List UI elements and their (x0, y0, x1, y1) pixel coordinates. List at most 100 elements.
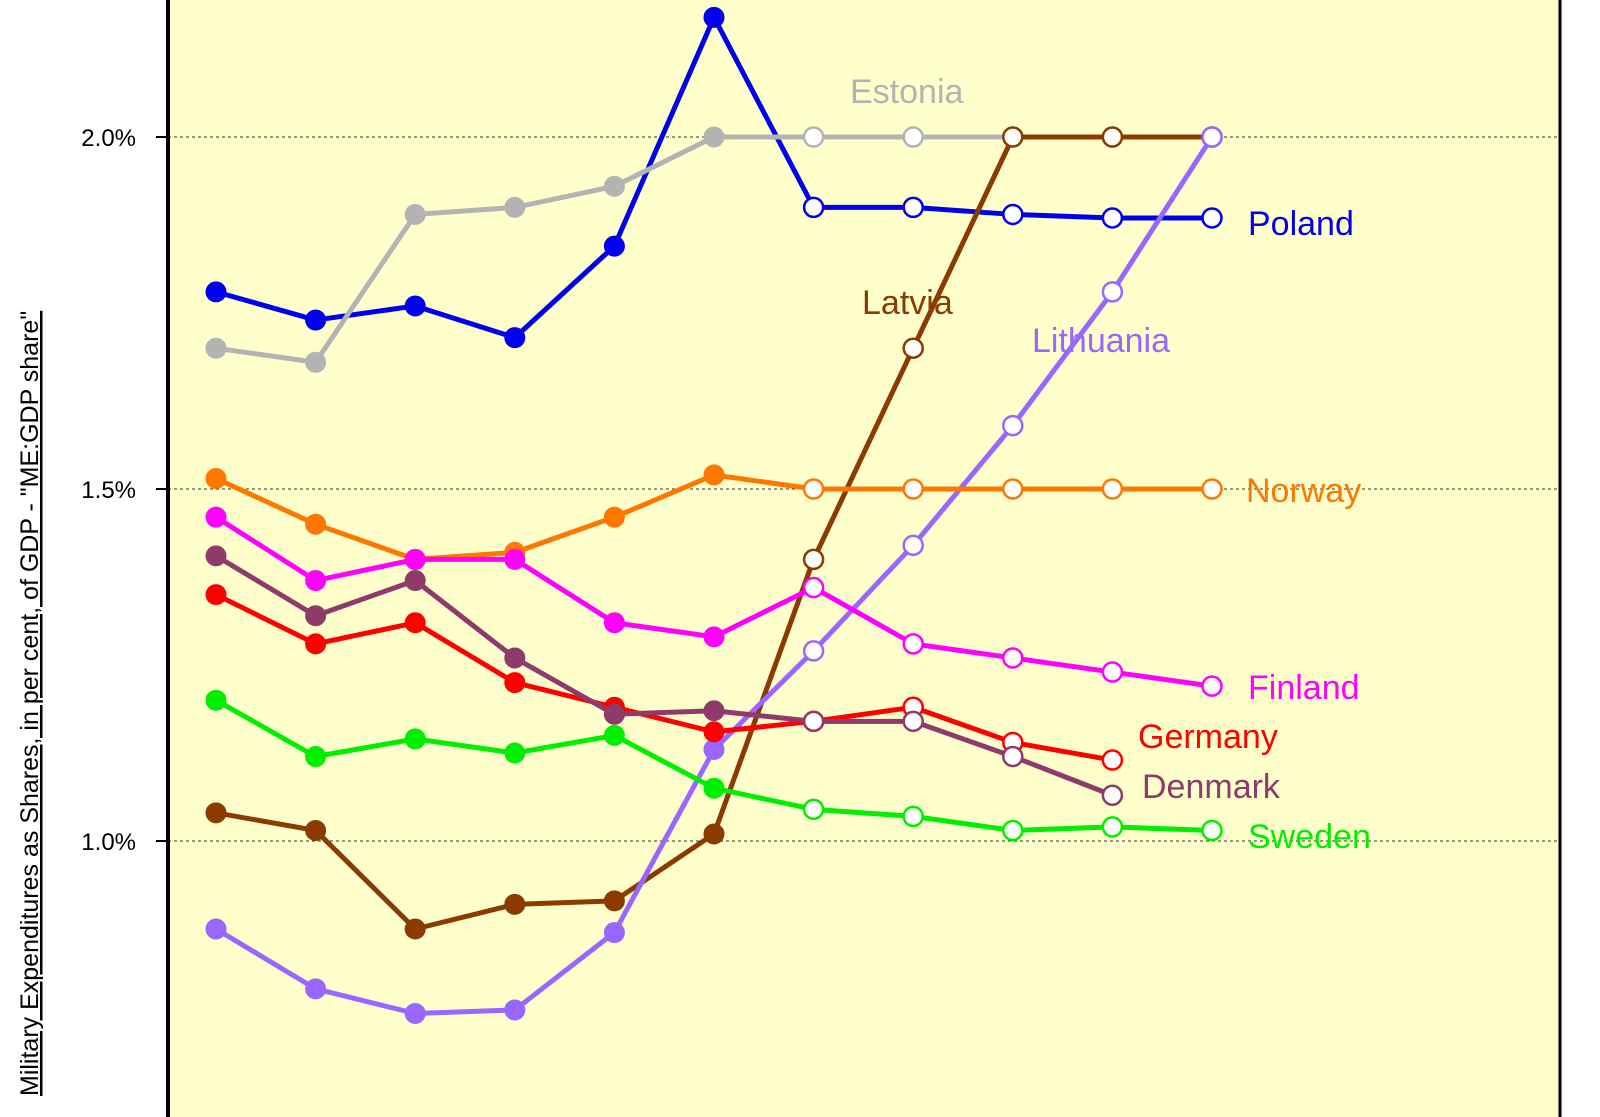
data-point-denmark (504, 647, 526, 669)
data-point-germany (205, 584, 227, 606)
data-point-poland (504, 327, 526, 349)
data-point-germany (1101, 749, 1124, 771)
series-label-sweden: Sweden (1248, 818, 1371, 856)
series-line-denmark (214, 553, 1114, 798)
series-lithuania (205, 126, 1223, 1024)
data-point-norway (1101, 478, 1124, 500)
data-point-estonia (802, 126, 825, 148)
y-tick-label: 1.0% (81, 829, 136, 856)
data-point-lithuania (603, 922, 625, 944)
data-point-lithuania (1201, 126, 1223, 148)
data-point-denmark (902, 710, 924, 733)
data-point-lithuania (504, 999, 526, 1021)
data-point-estonia (902, 126, 924, 148)
data-point-sweden (1002, 819, 1024, 842)
data-point-poland (1002, 203, 1024, 226)
data-point-lithuania (1101, 281, 1124, 303)
data-point-latvia (1101, 126, 1124, 148)
y-axis-label: Military Expenditures as Shares, in per … (16, 311, 44, 1096)
series-poland (205, 6, 1223, 349)
series-denmark (205, 545, 1124, 806)
data-point-poland (205, 281, 227, 303)
data-point-finland (1101, 661, 1124, 683)
data-point-norway (902, 478, 924, 500)
data-point-finland (603, 612, 625, 634)
data-point-denmark (603, 703, 625, 725)
data-point-finland (902, 633, 924, 655)
data-point-norway (603, 506, 625, 528)
series-finland (205, 506, 1223, 697)
data-point-estonia (703, 126, 725, 148)
data-point-poland (802, 196, 825, 219)
data-point-latvia (603, 890, 625, 912)
data-point-latvia (205, 802, 227, 824)
series-labels: Poland Estonia Latvia Lithuania Norway Finlan… (850, 73, 1371, 856)
data-point-finland (703, 626, 725, 648)
data-point-denmark (205, 545, 227, 567)
y-tick-labels: 1.0% 1.5% 2.0% (81, 125, 136, 856)
data-point-norway (703, 464, 725, 486)
data-point-poland (305, 309, 327, 331)
data-point-sweden (703, 777, 725, 799)
data-point-sweden (504, 742, 526, 764)
data-point-denmark (1101, 784, 1124, 806)
data-point-poland (1101, 207, 1124, 229)
data-point-norway (802, 478, 825, 500)
data-point-lithuania (703, 738, 725, 760)
data-point-germany (305, 633, 327, 655)
data-point-sweden (404, 728, 426, 750)
data-point-finland (1201, 675, 1223, 697)
series-sweden (205, 689, 1223, 842)
data-point-sweden (305, 746, 327, 768)
y-tick-label: 1.5% (81, 477, 136, 504)
data-point-sweden (1201, 819, 1223, 842)
data-point-estonia (205, 337, 227, 359)
data-point-denmark (1002, 745, 1024, 768)
data-point-latvia (1002, 126, 1024, 148)
data-point-sweden (1101, 816, 1124, 838)
data-point-estonia (504, 196, 526, 218)
data-point-poland (902, 196, 924, 219)
data-point-sweden (205, 689, 227, 711)
series-label-estonia: Estonia (850, 73, 963, 111)
data-point-poland (703, 6, 725, 28)
series-line-germany (214, 592, 1113, 763)
data-point-finland (504, 548, 526, 570)
data-point-lithuania (902, 534, 924, 557)
data-point-latvia (504, 893, 526, 915)
data-point-poland (603, 235, 625, 257)
data-point-finland (305, 570, 327, 592)
data-point-lithuania (1002, 414, 1024, 437)
data-point-finland (205, 506, 227, 528)
data-point-latvia (305, 819, 327, 841)
data-point-denmark (305, 605, 327, 627)
data-point-norway (1002, 478, 1024, 500)
series-label-denmark: Denmark (1142, 768, 1281, 806)
data-point-norway (1201, 478, 1223, 500)
data-point-estonia (404, 203, 426, 225)
series-label-poland: Poland (1248, 205, 1354, 243)
series-label-germany: Germany (1138, 718, 1278, 756)
data-point-sweden (603, 724, 625, 746)
data-point-germany (404, 612, 426, 634)
data-point-denmark (404, 570, 426, 592)
data-point-poland (1201, 207, 1223, 229)
data-point-poland (404, 295, 426, 317)
data-point-lithuania (802, 640, 825, 662)
data-point-estonia (603, 175, 625, 197)
series-label-latvia: Latvia (862, 284, 953, 322)
data-point-lithuania (305, 978, 327, 1000)
series-label-lithuania: Lithuania (1032, 322, 1170, 360)
data-point-norway (305, 513, 327, 535)
data-point-finland (802, 576, 825, 599)
y-tick-label: 2.0% (81, 125, 136, 152)
data-point-finland (404, 548, 426, 570)
data-point-latvia (404, 918, 426, 940)
data-point-norway (205, 467, 227, 489)
series-latvia (205, 126, 1223, 940)
data-point-latvia (902, 337, 924, 359)
data-point-latvia (802, 548, 825, 571)
data-point-estonia (305, 351, 327, 373)
series-lines (205, 6, 1223, 1024)
